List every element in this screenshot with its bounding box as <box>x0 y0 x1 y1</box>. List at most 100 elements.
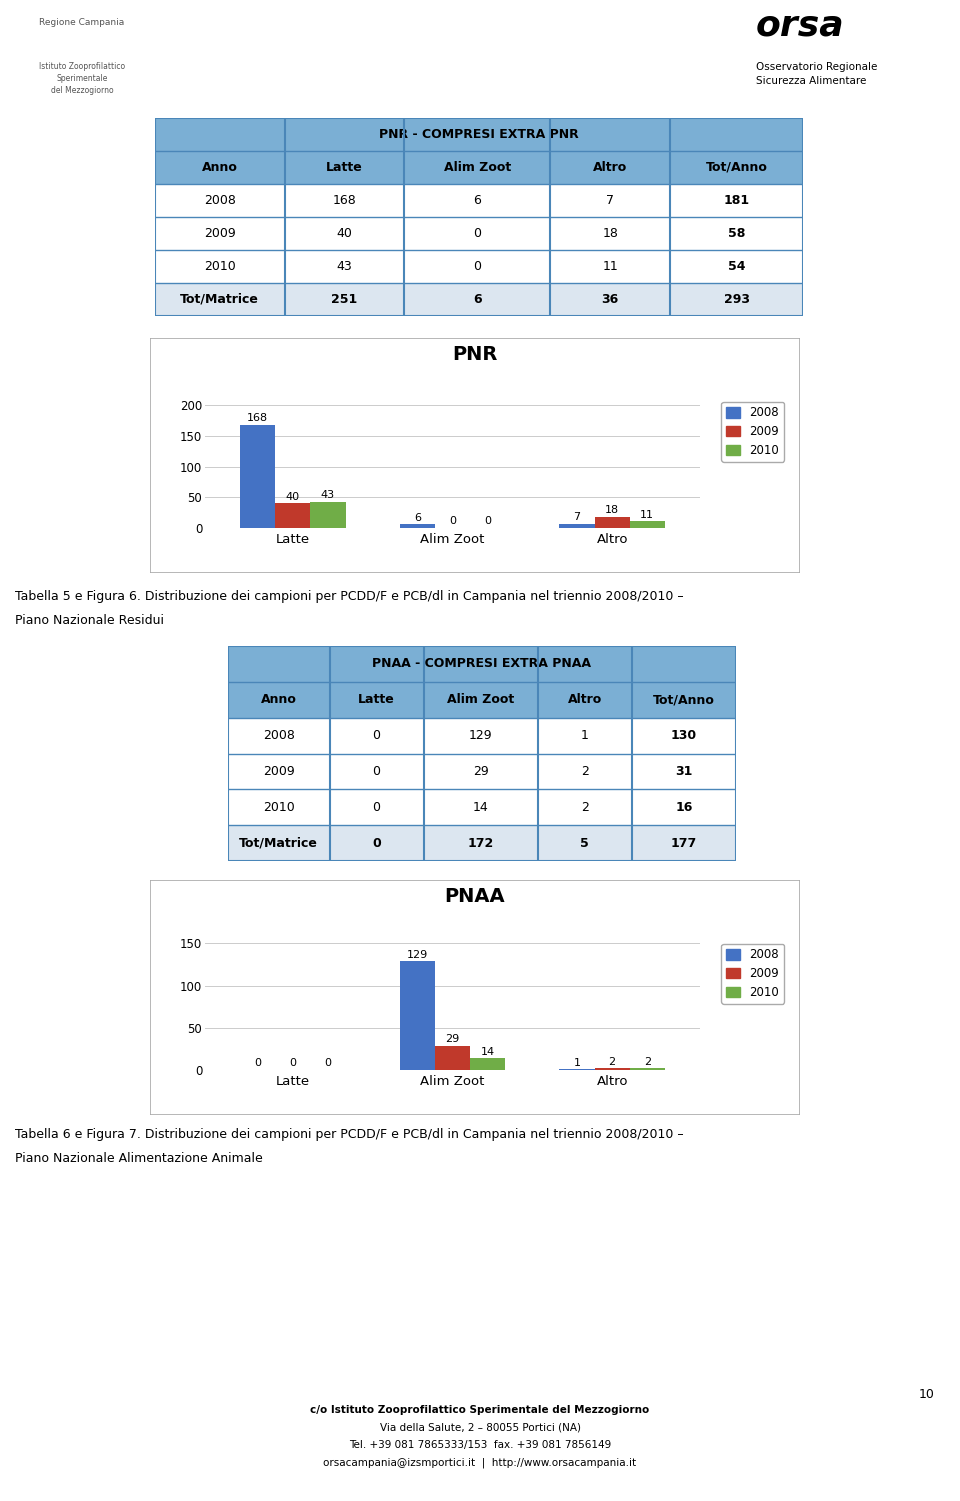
Text: 31: 31 <box>675 766 692 778</box>
Text: 14: 14 <box>481 1046 494 1057</box>
Text: 10: 10 <box>919 1388 935 1400</box>
Text: PNR - COMPRESI EXTRA PNR: PNR - COMPRESI EXTRA PNR <box>379 128 579 141</box>
Bar <box>155 185 803 218</box>
Text: 2: 2 <box>581 766 588 778</box>
Text: 11: 11 <box>602 260 618 273</box>
Text: Anno: Anno <box>202 161 238 174</box>
Text: Tabella 6 e Figura 7. Distribuzione dei campioni per PCDD/F e PCB/dl in Campania: Tabella 6 e Figura 7. Distribuzione dei … <box>15 1127 684 1141</box>
Bar <box>228 826 736 862</box>
Text: 177: 177 <box>671 836 697 850</box>
Text: Anno: Anno <box>261 693 297 707</box>
Bar <box>155 284 803 317</box>
Text: 168: 168 <box>247 413 268 423</box>
Text: Altro: Altro <box>567 693 602 707</box>
Text: 2: 2 <box>644 1057 651 1067</box>
Bar <box>228 717 736 754</box>
Text: orsacampania@izsmportici.it  |  http://www.orsacampania.it: orsacampania@izsmportici.it | http://www… <box>324 1457 636 1468</box>
Bar <box>594 516 630 528</box>
Text: 6: 6 <box>473 194 481 207</box>
Text: 0: 0 <box>484 516 492 527</box>
Text: Regione Campania: Regione Campania <box>39 18 125 27</box>
Text: orsa: orsa <box>756 8 845 42</box>
Text: 29: 29 <box>445 1034 460 1043</box>
Text: 5: 5 <box>581 836 589 850</box>
Text: 172: 172 <box>468 836 493 850</box>
Text: 0: 0 <box>324 1058 331 1069</box>
Text: 18: 18 <box>605 506 619 515</box>
Text: Tot/Anno: Tot/Anno <box>706 161 767 174</box>
Text: 2010: 2010 <box>204 260 235 273</box>
Text: 130: 130 <box>671 729 697 741</box>
Text: 2008: 2008 <box>263 729 295 741</box>
Text: 129: 129 <box>468 729 492 741</box>
Text: Osservatorio Regionale
Sicurezza Alimentare: Osservatorio Regionale Sicurezza Aliment… <box>756 62 877 86</box>
Legend: 2008, 2009, 2010: 2008, 2009, 2010 <box>721 402 784 462</box>
Bar <box>228 645 736 681</box>
Text: Tel. +39 081 7865333/153  fax. +39 081 7856149: Tel. +39 081 7865333/153 fax. +39 081 78… <box>348 1439 612 1450</box>
Text: 2008: 2008 <box>204 194 236 207</box>
Text: 181: 181 <box>724 194 750 207</box>
Text: Tabella 5 e Figura 6. Distribuzione dei campioni per PCDD/F e PCB/dl in Campania: Tabella 5 e Figura 6. Distribuzione dei … <box>15 590 684 603</box>
Bar <box>630 521 665 528</box>
Bar <box>310 501 346 528</box>
Text: Altro: Altro <box>593 161 627 174</box>
Text: 1: 1 <box>573 1058 581 1067</box>
Text: 0: 0 <box>254 1058 261 1069</box>
Text: c/o Istituto Zooprofilattico Sperimentale del Mezzogiorno: c/o Istituto Zooprofilattico Sperimental… <box>310 1405 650 1415</box>
Text: Via della Salute, 2 – 80055 Portici (NA): Via della Salute, 2 – 80055 Portici (NA) <box>379 1423 581 1433</box>
Text: Tot/Matrice: Tot/Matrice <box>180 293 259 306</box>
Text: Alim Zoot: Alim Zoot <box>447 693 515 707</box>
Text: 40: 40 <box>337 227 352 240</box>
Bar <box>560 524 594 528</box>
Text: 293: 293 <box>724 293 750 306</box>
Text: 11: 11 <box>640 510 655 519</box>
Text: PNAA: PNAA <box>444 887 505 907</box>
Text: 0: 0 <box>473 260 481 273</box>
Bar <box>399 524 435 528</box>
Text: 0: 0 <box>372 766 380 778</box>
Text: Latte: Latte <box>326 161 363 174</box>
Text: 1: 1 <box>581 729 588 741</box>
Text: 129: 129 <box>407 950 428 959</box>
Bar <box>276 503 310 528</box>
Text: Tot/Matrice: Tot/Matrice <box>239 836 318 850</box>
Bar <box>155 119 803 152</box>
Text: 2009: 2009 <box>263 766 295 778</box>
Bar <box>228 681 736 717</box>
Text: 43: 43 <box>337 260 352 273</box>
Bar <box>155 218 803 251</box>
Text: 0: 0 <box>473 227 481 240</box>
Bar <box>155 251 803 284</box>
Bar <box>435 1046 470 1070</box>
Text: 36: 36 <box>602 293 619 306</box>
Legend: 2008, 2009, 2010: 2008, 2009, 2010 <box>721 944 784 1004</box>
Text: 18: 18 <box>602 227 618 240</box>
Text: 54: 54 <box>728 260 745 273</box>
Bar <box>155 152 803 185</box>
Bar <box>240 425 276 528</box>
Text: 0: 0 <box>372 729 380 741</box>
Text: 0: 0 <box>372 836 381 850</box>
Text: Tot/Anno: Tot/Anno <box>653 693 715 707</box>
Text: 14: 14 <box>473 800 489 814</box>
Text: 43: 43 <box>321 489 335 500</box>
Text: PNR: PNR <box>452 345 497 365</box>
Text: 40: 40 <box>286 492 300 501</box>
Text: 168: 168 <box>333 194 356 207</box>
Text: 2: 2 <box>581 800 588 814</box>
Text: 6: 6 <box>473 293 482 306</box>
Text: 16: 16 <box>675 800 692 814</box>
Text: PNAA - COMPRESI EXTRA PNAA: PNAA - COMPRESI EXTRA PNAA <box>372 657 591 671</box>
Text: 2009: 2009 <box>204 227 235 240</box>
Bar <box>228 790 736 826</box>
Text: 2: 2 <box>609 1057 615 1067</box>
Bar <box>470 1058 505 1070</box>
Text: 7: 7 <box>573 512 581 522</box>
Text: 6: 6 <box>414 513 420 522</box>
Text: Latte: Latte <box>358 693 395 707</box>
Text: Piano Nazionale Alimentazione Animale: Piano Nazionale Alimentazione Animale <box>15 1151 263 1165</box>
Text: 2010: 2010 <box>263 800 295 814</box>
Bar <box>594 1069 630 1070</box>
Text: 0: 0 <box>449 516 456 527</box>
Text: 0: 0 <box>372 800 380 814</box>
